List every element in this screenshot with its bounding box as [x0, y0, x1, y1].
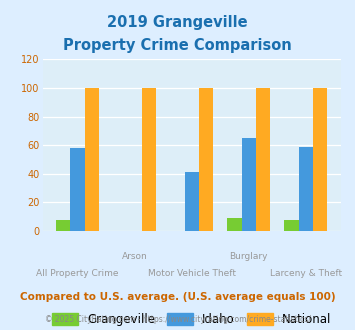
- Bar: [185, 172, 199, 231]
- Text: Motor Vehicle Theft: Motor Vehicle Theft: [148, 269, 236, 278]
- Bar: [284, 219, 299, 231]
- Legend: Grangeville, Idaho, National: Grangeville, Idaho, National: [48, 309, 335, 329]
- Text: © 2025 CityRating.com - https://www.cityrating.com/crime-statistics/: © 2025 CityRating.com - https://www.city…: [45, 315, 310, 324]
- Text: 2019 Grangeville: 2019 Grangeville: [107, 15, 248, 30]
- Bar: [199, 88, 213, 231]
- Text: All Property Crime: All Property Crime: [36, 269, 119, 278]
- Bar: [85, 88, 99, 231]
- Text: Compared to U.S. average. (U.S. average equals 100): Compared to U.S. average. (U.S. average …: [20, 292, 335, 302]
- Text: Property Crime Comparison: Property Crime Comparison: [63, 38, 292, 53]
- Bar: [142, 88, 156, 231]
- Text: Burglary: Burglary: [230, 251, 268, 261]
- Text: Arson: Arson: [122, 251, 148, 261]
- Bar: [56, 219, 70, 231]
- Bar: [227, 218, 242, 231]
- Bar: [299, 147, 313, 231]
- Bar: [242, 138, 256, 231]
- Bar: [256, 88, 270, 231]
- Bar: [70, 148, 85, 231]
- Bar: [313, 88, 327, 231]
- Text: Larceny & Theft: Larceny & Theft: [270, 269, 342, 278]
